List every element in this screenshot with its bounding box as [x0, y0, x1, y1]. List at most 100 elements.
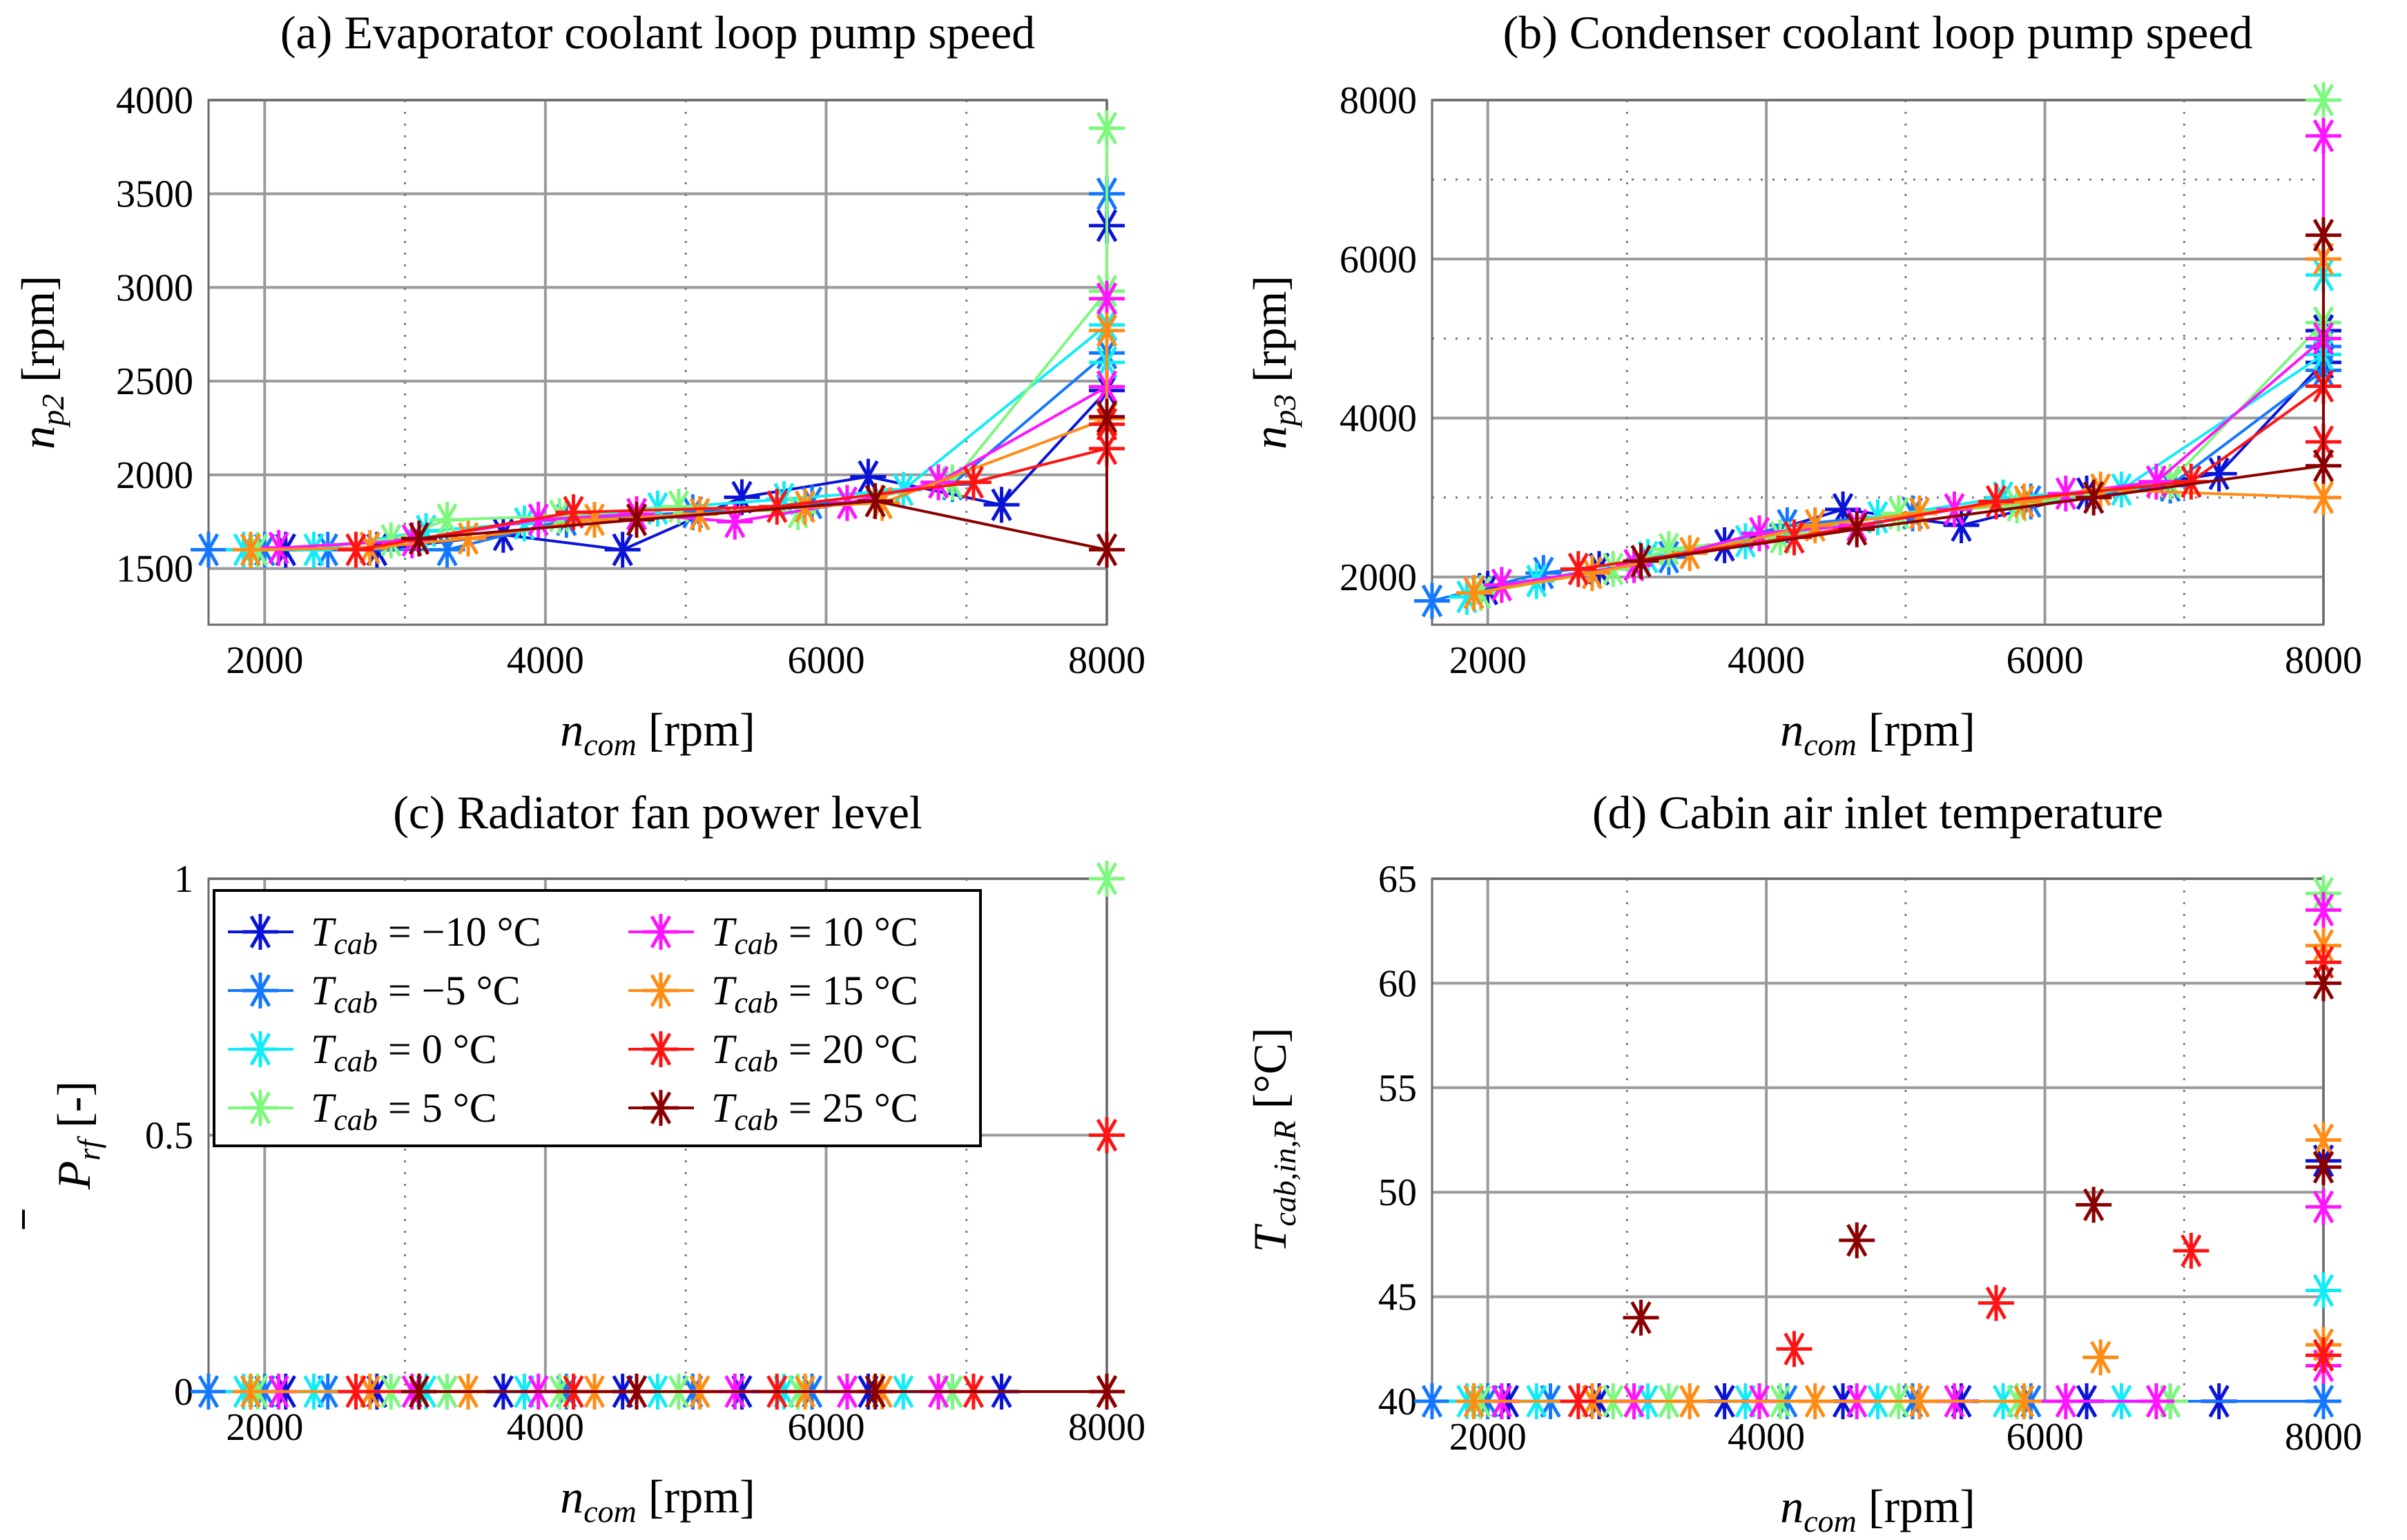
series-7: [1560, 944, 2341, 1419]
y-tick-label: 0.5: [145, 1115, 193, 1158]
data-point: [1776, 1331, 1812, 1367]
x-tick-label: 6000: [2007, 639, 2084, 682]
legend-marker: [643, 1031, 679, 1067]
axes-frame: [1431, 99, 2325, 626]
series-6: [232, 312, 1125, 568]
data-point: [2306, 965, 2341, 1002]
legend-item: Tcab = 0 °C: [228, 1026, 497, 1078]
y-tick-label: 4000: [116, 79, 193, 122]
data-point: [955, 464, 992, 500]
data-point: [1560, 551, 1596, 587]
data-point: [260, 529, 297, 566]
data-point: [1414, 1383, 1450, 1419]
legend-label: Tcab = 25 °C: [711, 1085, 918, 1137]
data-point: [2082, 1339, 2119, 1376]
legend-marker: [242, 1090, 278, 1126]
legend-label: Tcab = 0 °C: [311, 1026, 497, 1078]
series-7: [338, 1117, 1125, 1410]
chart-panel-1: (a) Evaporator coolant loop pump speed 20…: [12, 6, 1146, 762]
legend-marker: [242, 973, 278, 1008]
data-point: [555, 494, 592, 531]
chart-title: (b) Condenser coolant loop pump speed: [1503, 6, 2253, 59]
x-tick-label: 4000: [1728, 1416, 1805, 1459]
x-tick-label: 8000: [2285, 1416, 2362, 1459]
data-point: [2306, 1189, 2341, 1225]
data-point: [1623, 1299, 1659, 1336]
legend-marker: [643, 973, 679, 1008]
data-point: [577, 502, 613, 538]
data-point: [2006, 1383, 2042, 1419]
chart-title: (c) Radiator fan power level: [393, 786, 922, 839]
data-point: [338, 1374, 374, 1410]
series-4: [1462, 875, 2341, 1419]
series-6: [1456, 927, 2341, 1419]
x-axis-label: ncom [rpm]: [1780, 703, 1975, 762]
series-7: [1560, 368, 2341, 587]
x-tick-label: 2000: [1449, 1416, 1527, 1459]
chart-title: (a) Evaporator coolant loop pump speed: [280, 6, 1035, 59]
grid: [1432, 99, 2325, 625]
y-tick-label: 40: [1378, 1381, 1417, 1423]
data-point: [1089, 312, 1125, 349]
data-point: [1978, 1285, 2014, 1321]
y-tick-label: 3000: [116, 266, 193, 309]
series-line: [258, 128, 1108, 552]
series-8: [1623, 217, 2341, 579]
data-point: [450, 520, 487, 557]
x-tick-label: 6000: [2007, 1416, 2084, 1459]
data-point: [983, 487, 1020, 523]
legend-item: Tcab = −10 °C: [228, 909, 541, 961]
y-tick-label: 65: [1378, 858, 1417, 901]
data-point: [1456, 1383, 1492, 1419]
x-axis-label: ncom [rpm]: [560, 703, 755, 762]
data-point: [2306, 217, 2341, 253]
legend-label: Tcab = 15 °C: [711, 968, 918, 1020]
data-point: [857, 1374, 893, 1410]
data-point: [1089, 398, 1125, 435]
x-axis-label: ncom [rpm]: [1780, 1480, 1975, 1539]
series-8: [1623, 965, 2341, 1336]
y-tick-label: 45: [1378, 1276, 1417, 1319]
grid: [1432, 877, 2325, 1403]
data-point: [1902, 495, 1938, 532]
series-line: [285, 225, 1108, 552]
data-point: [1089, 1374, 1125, 1410]
data-point: [2138, 1383, 2174, 1419]
y-tick-label: 2000: [1340, 556, 1417, 599]
legend-label: Tcab = −5 °C: [311, 968, 521, 1020]
data-point: [857, 483, 893, 519]
series-6: [1456, 241, 2341, 611]
data-point: [2306, 1337, 2341, 1374]
x-tick-label: 8000: [1068, 639, 1146, 682]
data-point: [2076, 479, 2112, 516]
series-1: [1490, 1142, 2341, 1419]
legend-label: Tcab = 5 °C: [311, 1085, 497, 1137]
data-point: [2047, 1383, 2084, 1419]
x-tick-label: 4000: [507, 639, 584, 682]
x-tick-label: 2000: [226, 639, 303, 682]
data-point: [2306, 1272, 2341, 1309]
series-line: [1473, 259, 2325, 594]
data-point: [1672, 1383, 1708, 1419]
chart-panel-4: (d) Cabin air inlet temperature 2000 4000 6…: [1244, 786, 2362, 1539]
legend-item: Tcab = 15 °C: [628, 968, 918, 1020]
legend-marker: [643, 1090, 679, 1126]
legend-label: Tcab = 20 °C: [711, 1026, 918, 1078]
data-point: [619, 1374, 655, 1410]
x-tick-label: 2000: [1449, 639, 1527, 682]
y-tick-label: 8000: [1340, 79, 1417, 122]
series-4: [240, 110, 1125, 568]
legend-marker: [242, 1031, 278, 1067]
chart-panel-3: (c) Radiator fan power level 2000 4000 6000…: [22, 786, 1146, 1529]
data-point: [2306, 892, 2341, 928]
legend-item: Tcab = −5 °C: [228, 968, 521, 1020]
data-point: [2076, 1187, 2112, 1223]
data-point: [2306, 1149, 2341, 1185]
legend-label: Tcab = −10 °C: [311, 909, 541, 961]
data-point: [2306, 447, 2341, 484]
data-point: [1902, 1383, 1938, 1419]
data-point: [1839, 1222, 1875, 1258]
chart-panel-2: (b) Condenser coolant loop pump speed 200…: [1244, 6, 2362, 762]
data-point: [1089, 110, 1125, 146]
y-tick-label: 6000: [1340, 238, 1417, 281]
